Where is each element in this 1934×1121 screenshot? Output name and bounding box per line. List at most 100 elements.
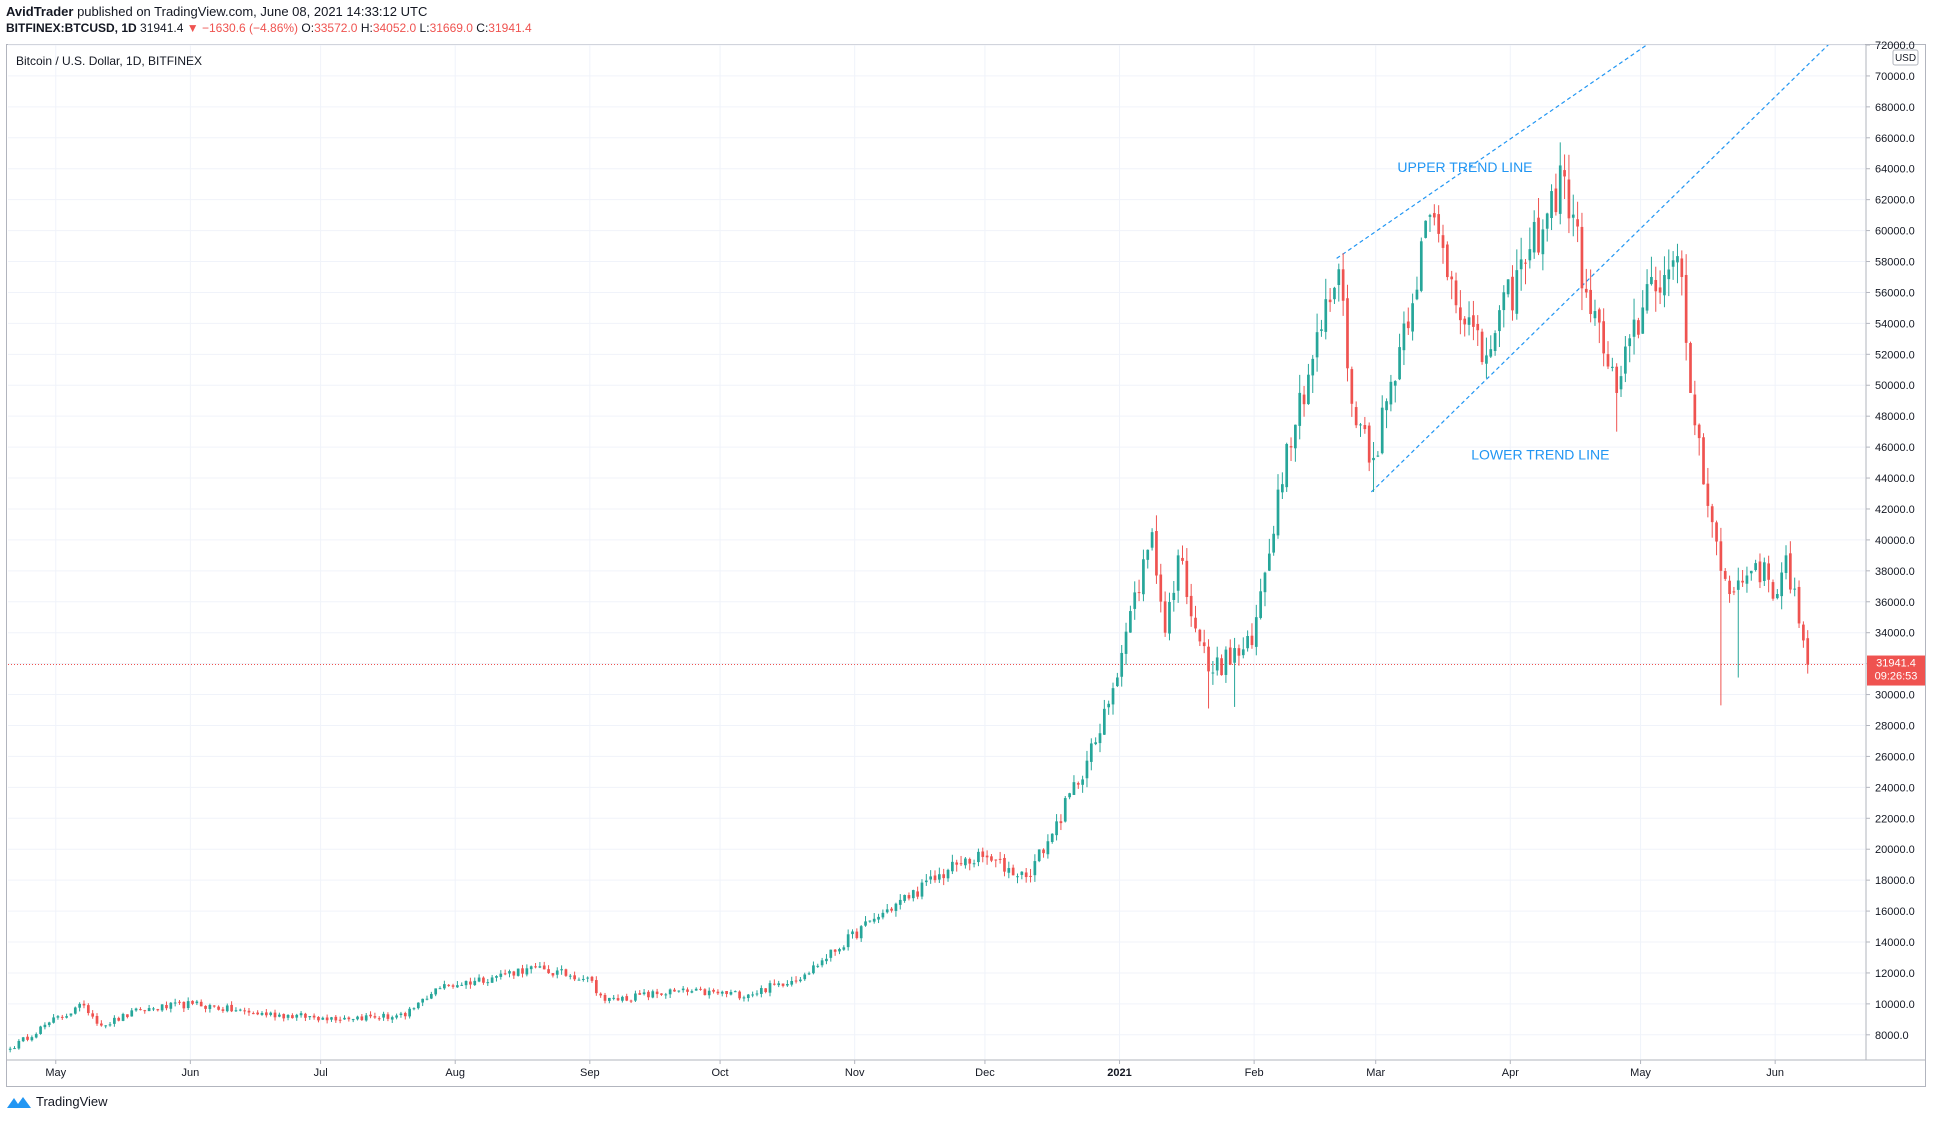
candle-body xyxy=(911,890,915,899)
candle-body xyxy=(212,1005,216,1007)
candle-body xyxy=(104,1025,108,1027)
candle-body xyxy=(21,1037,25,1042)
candle-body xyxy=(1775,594,1779,599)
candle-body xyxy=(1224,649,1228,675)
candle-body xyxy=(885,909,889,913)
candle-body xyxy=(412,1008,416,1010)
candle-body xyxy=(1376,455,1380,457)
candle-body xyxy=(1428,215,1432,217)
usd-badge: USD xyxy=(1892,49,1919,66)
candle-body xyxy=(1454,280,1458,306)
candle-body xyxy=(1524,262,1527,264)
brand-label: TradingView xyxy=(36,1094,108,1109)
candle-body xyxy=(955,862,959,865)
candle-body xyxy=(273,1012,277,1018)
candle-body xyxy=(738,991,741,999)
candle-body xyxy=(60,1016,64,1018)
candle-body xyxy=(551,973,555,976)
candle-body xyxy=(1689,343,1692,393)
candle-body xyxy=(108,1024,112,1026)
candle-body xyxy=(977,851,980,863)
price-change: −1630.6 (−4.86%) xyxy=(201,21,299,35)
candle-body xyxy=(1441,235,1445,248)
candle-body xyxy=(1489,349,1493,357)
candle-body xyxy=(1624,346,1627,374)
candle-body xyxy=(451,985,455,987)
candle-body xyxy=(338,1019,342,1021)
candle-body xyxy=(577,979,581,981)
candle-body xyxy=(1350,369,1354,404)
candle-body xyxy=(460,984,464,986)
candle-body xyxy=(373,1016,377,1018)
candle-body xyxy=(351,1019,355,1021)
candle-body xyxy=(73,1007,77,1014)
candle-body xyxy=(1003,857,1006,872)
candle-body xyxy=(1202,642,1206,647)
candle-body xyxy=(981,851,985,857)
candle-body xyxy=(165,1005,168,1009)
y-tick-label: 70000.0 xyxy=(1875,71,1915,83)
candles xyxy=(8,142,1810,1053)
candle-body xyxy=(295,1014,299,1018)
candle-body xyxy=(1402,323,1406,351)
candle-body xyxy=(1029,875,1032,877)
candle-body xyxy=(951,861,954,872)
x-tick-label: Mar xyxy=(1366,1067,1385,1079)
candle-body xyxy=(156,1009,160,1011)
footer-brand[interactable]: TradingView xyxy=(6,1094,108,1109)
candle-body xyxy=(425,998,429,1000)
candle-body xyxy=(1632,319,1636,337)
candle-body xyxy=(1163,601,1167,633)
candle-body xyxy=(421,998,424,1003)
annotations: UPPER TREND LINE LOWER TREND LINE xyxy=(1397,159,1609,463)
candle-body xyxy=(855,931,859,939)
candle-body xyxy=(1263,572,1267,593)
candle-body xyxy=(43,1024,47,1028)
currency-label: USD xyxy=(1895,53,1916,64)
candle-body xyxy=(1797,586,1801,624)
chart-legend: Bitcoin / U.S. Dollar, 1D, BITFINEX xyxy=(16,54,203,68)
candle-body xyxy=(833,949,837,952)
candle-body xyxy=(1007,868,1011,873)
candle-body xyxy=(1302,394,1306,405)
candle-body xyxy=(13,1048,16,1050)
candle-body xyxy=(1311,358,1315,376)
candle-body xyxy=(1241,649,1245,656)
candle-body xyxy=(1398,347,1401,380)
candle-body xyxy=(560,969,563,971)
candle-body xyxy=(308,1016,312,1018)
candle-body xyxy=(1081,779,1084,785)
candle-body xyxy=(1728,580,1731,595)
candle-body xyxy=(47,1022,51,1026)
candle-body xyxy=(1111,688,1115,705)
candle-body xyxy=(512,971,516,976)
candle-body xyxy=(1181,557,1184,561)
candle-body xyxy=(1584,288,1588,293)
candle-body xyxy=(985,855,989,858)
candle-body xyxy=(534,966,537,968)
candle-body xyxy=(464,980,468,986)
author-name[interactable]: AvidTrader xyxy=(6,4,74,19)
candle-body xyxy=(65,1016,68,1018)
candle-body xyxy=(1124,631,1128,654)
candle-body xyxy=(78,1003,81,1008)
candle-body xyxy=(872,918,876,922)
x-tick-label: May xyxy=(1630,1067,1651,1079)
candle-body xyxy=(117,1017,121,1021)
candle-body xyxy=(1754,563,1757,571)
candle-body xyxy=(204,1005,207,1009)
candle-body xyxy=(456,985,459,988)
candle-body xyxy=(1228,647,1232,665)
candle-body xyxy=(1107,703,1111,708)
candle-body xyxy=(564,969,568,976)
candle-body xyxy=(1502,292,1506,311)
y-tick-label: 60000.0 xyxy=(1875,226,1915,238)
candle-body xyxy=(1137,592,1141,594)
candle-body xyxy=(1367,425,1371,463)
candle-body xyxy=(34,1034,38,1038)
candle-body xyxy=(1498,310,1501,332)
candle-body xyxy=(1176,555,1180,591)
candle-body xyxy=(1094,742,1097,745)
candle-body xyxy=(1736,580,1740,590)
